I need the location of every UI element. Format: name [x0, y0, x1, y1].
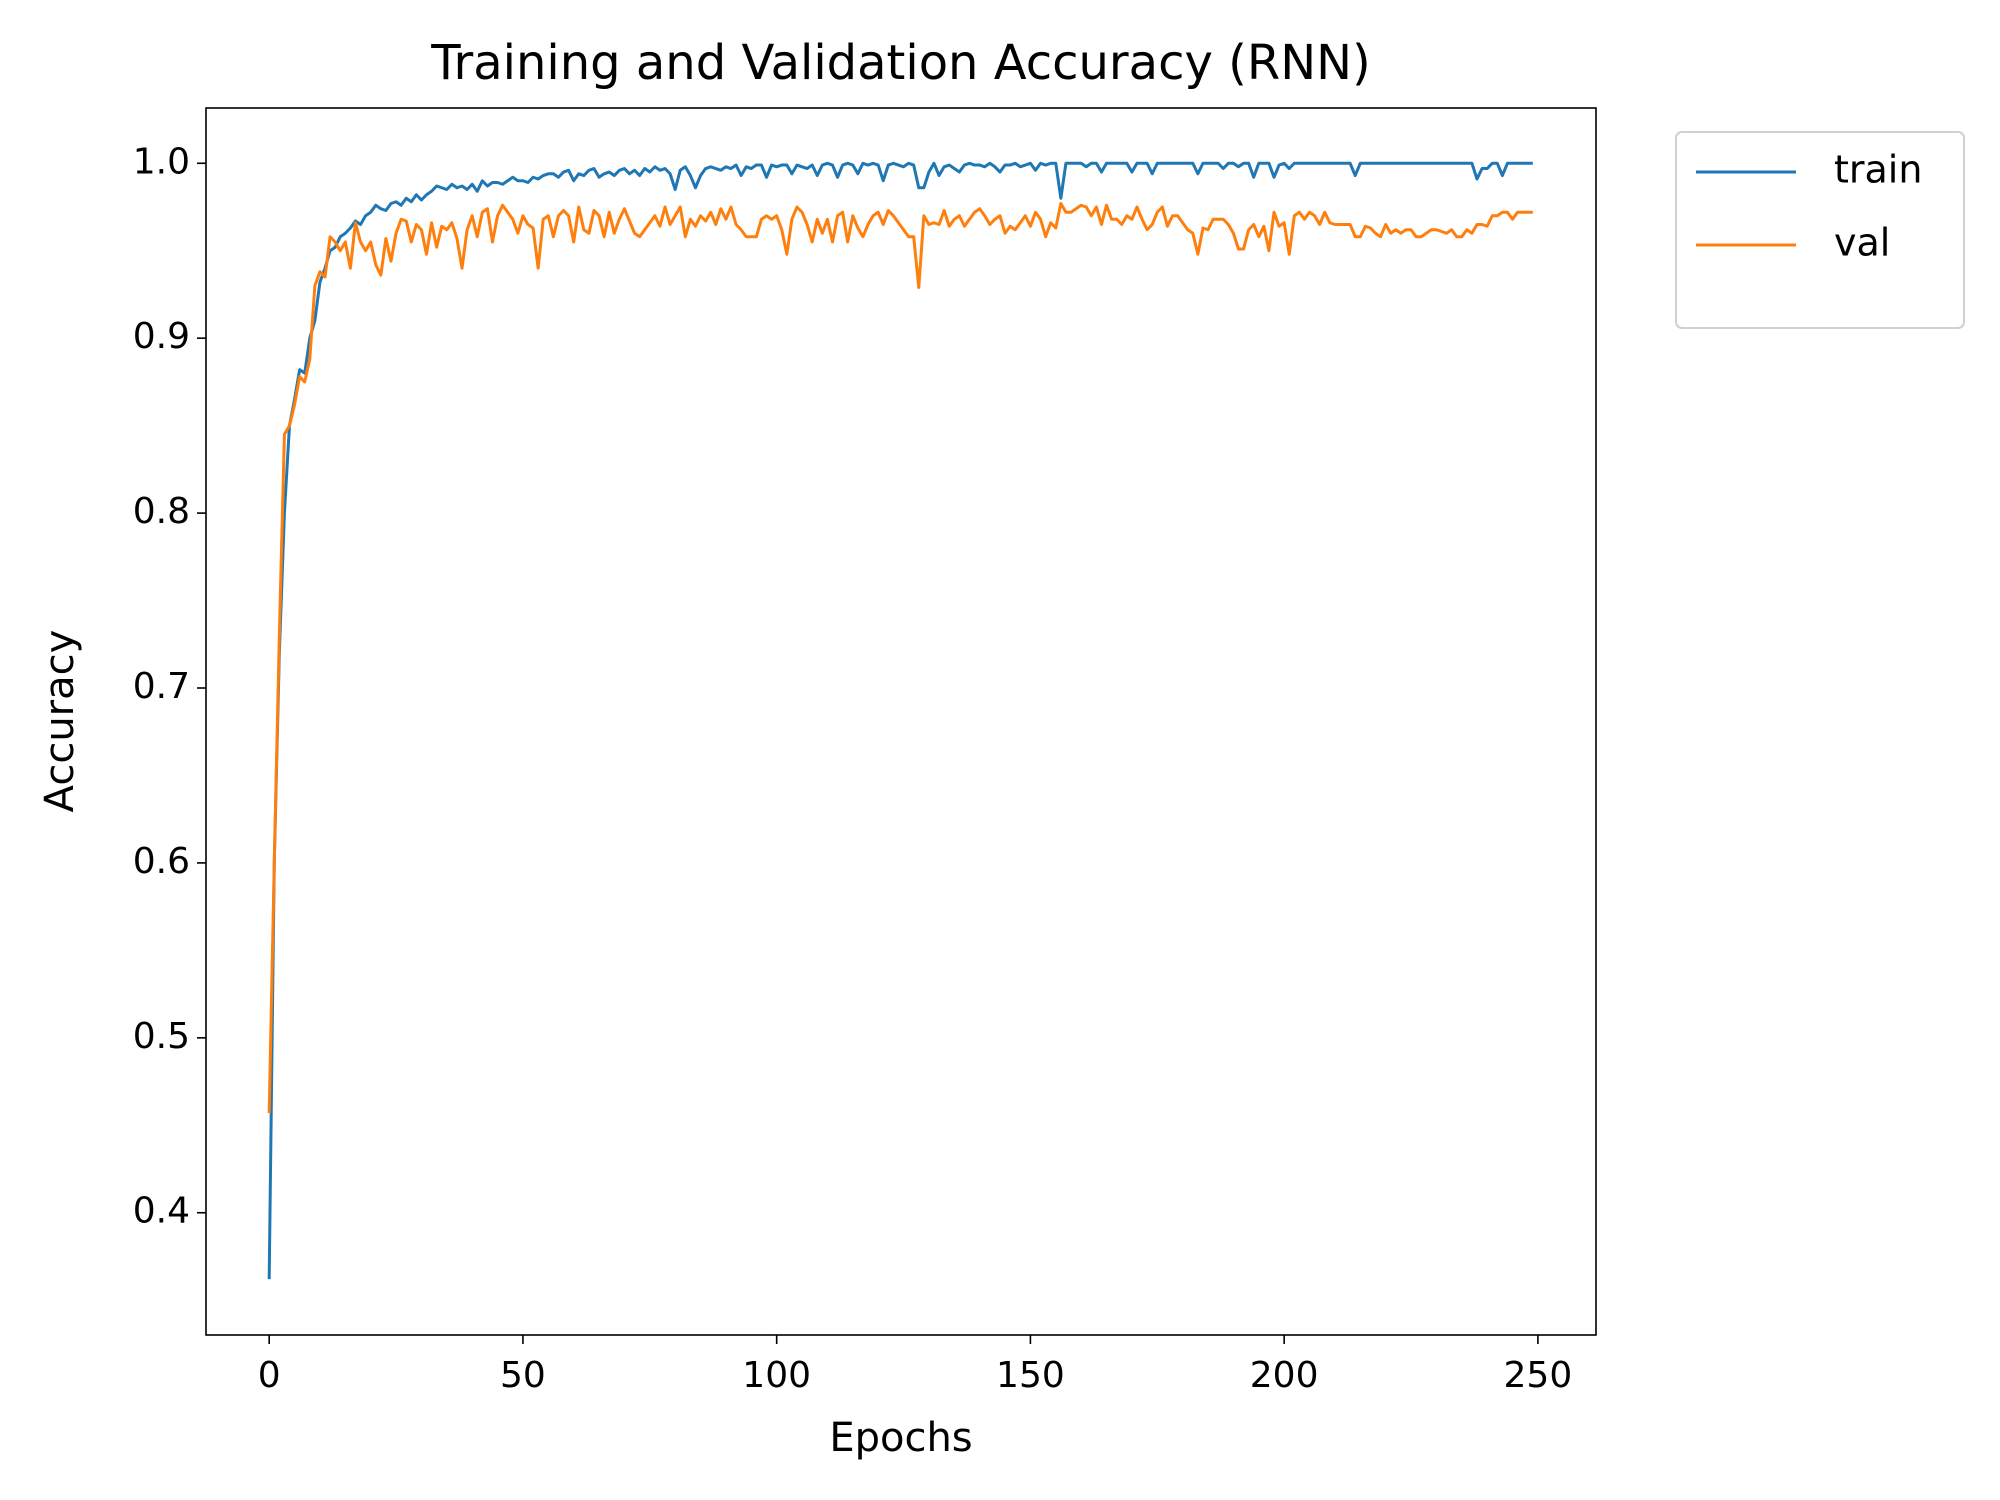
x-tick-label: 250 [1504, 1355, 1573, 1396]
x-tick-label: 50 [500, 1355, 546, 1396]
legend-box [1675, 131, 1965, 329]
y-tick-label: 0.9 [133, 316, 190, 357]
y-tick-label: 1.0 [133, 141, 190, 182]
plot-frame [205, 107, 1597, 1336]
x-tick-label: 150 [996, 1355, 1065, 1396]
y-tick-label: 0.4 [133, 1191, 190, 1232]
x-axis-label: Epochs [829, 1415, 972, 1461]
legend-label: val [1834, 221, 1890, 265]
chart-title: Training and Validation Accuracy (RNN) [430, 35, 1371, 91]
x-tick-label: 0 [258, 1355, 281, 1396]
x-tick-label: 100 [742, 1355, 811, 1396]
y-axis-label: Accuracy [37, 630, 83, 813]
y-tick-label: 0.5 [133, 1016, 190, 1057]
y-tick-label: 0.7 [133, 666, 190, 707]
y-tick-label: 0.8 [133, 491, 190, 532]
y-tick-label: 0.6 [133, 841, 190, 882]
x-tick-label: 200 [1250, 1355, 1319, 1396]
legend-label: train [1834, 148, 1922, 192]
line-series [267, 161, 1533, 1280]
line-series [267, 202, 1533, 1114]
